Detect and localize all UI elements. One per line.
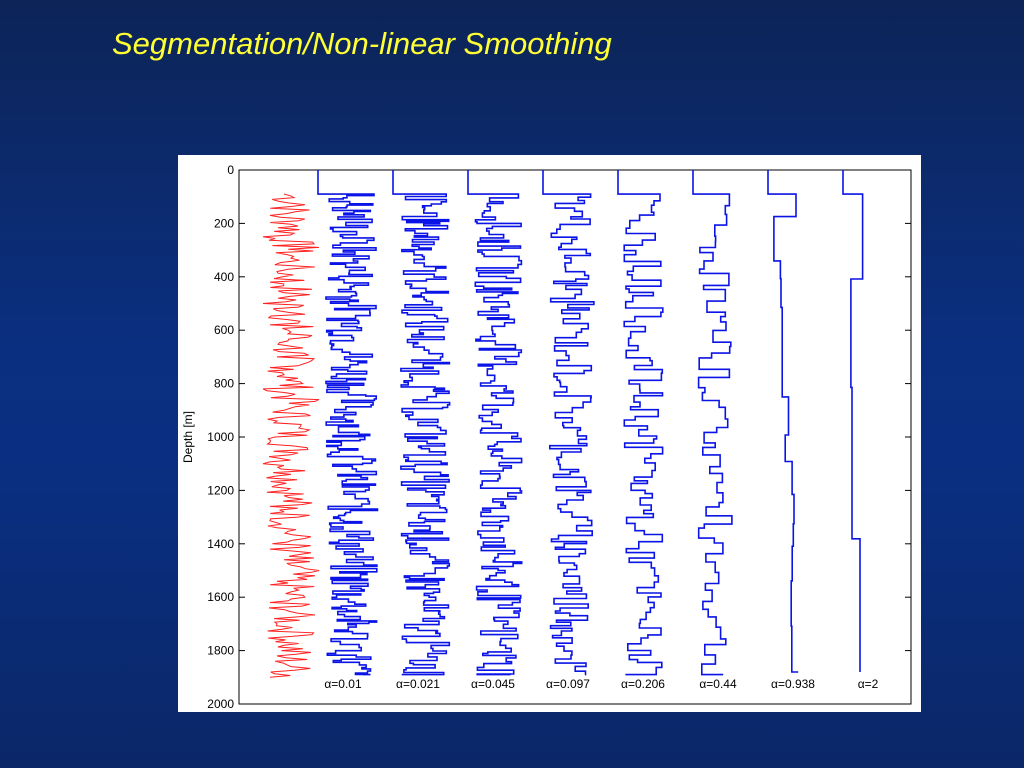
y-tick-label: 1000 xyxy=(207,430,234,444)
y-tick-label: 400 xyxy=(214,270,234,284)
smoothed-series-2 xyxy=(392,170,451,676)
y-tick-label: 1400 xyxy=(207,537,234,551)
smoothed-series-5 xyxy=(617,170,664,676)
y-tick-label: 2000 xyxy=(207,697,234,711)
y-tick-label: 0 xyxy=(227,163,234,177)
series-label: α=0.01 xyxy=(324,677,362,691)
y-tick-label: 800 xyxy=(214,377,234,391)
y-tick-label: 1600 xyxy=(207,590,234,604)
series-label: α=0.44 xyxy=(699,677,737,691)
smoothed-series-8 xyxy=(842,170,864,672)
chart-figure: 0 200 400 600 800 1000 1200 1400 1600 1800 2000 Dep… xyxy=(178,155,921,712)
slide-title: Segmentation/Non-linear Smoothing xyxy=(112,26,612,61)
y-tick-label: 600 xyxy=(214,323,234,337)
smoothed-series-4 xyxy=(542,170,595,676)
y-tick-label: 1800 xyxy=(207,644,234,658)
y-axis-label: Depth [m] xyxy=(181,411,195,463)
y-tick-label: 200 xyxy=(214,216,234,230)
series-label: α=0.045 xyxy=(471,677,515,691)
smoothed-series-6 xyxy=(692,170,733,676)
smoothed-series-3 xyxy=(467,170,523,676)
series-label: α=0.206 xyxy=(621,677,665,691)
series-label: α=0.021 xyxy=(396,677,440,691)
series-label: α=2 xyxy=(858,677,879,691)
smoothed-series-1 xyxy=(317,170,379,676)
y-tick-label: 1200 xyxy=(207,483,234,497)
series-label: α=0.938 xyxy=(771,677,815,691)
raw-log-series xyxy=(262,193,320,678)
smoothed-series-7 xyxy=(767,170,799,673)
series-label: α=0.097 xyxy=(546,677,590,691)
chart-svg: 0 200 400 600 800 1000 1200 1400 1600 1800 2000 Dep… xyxy=(181,163,912,711)
